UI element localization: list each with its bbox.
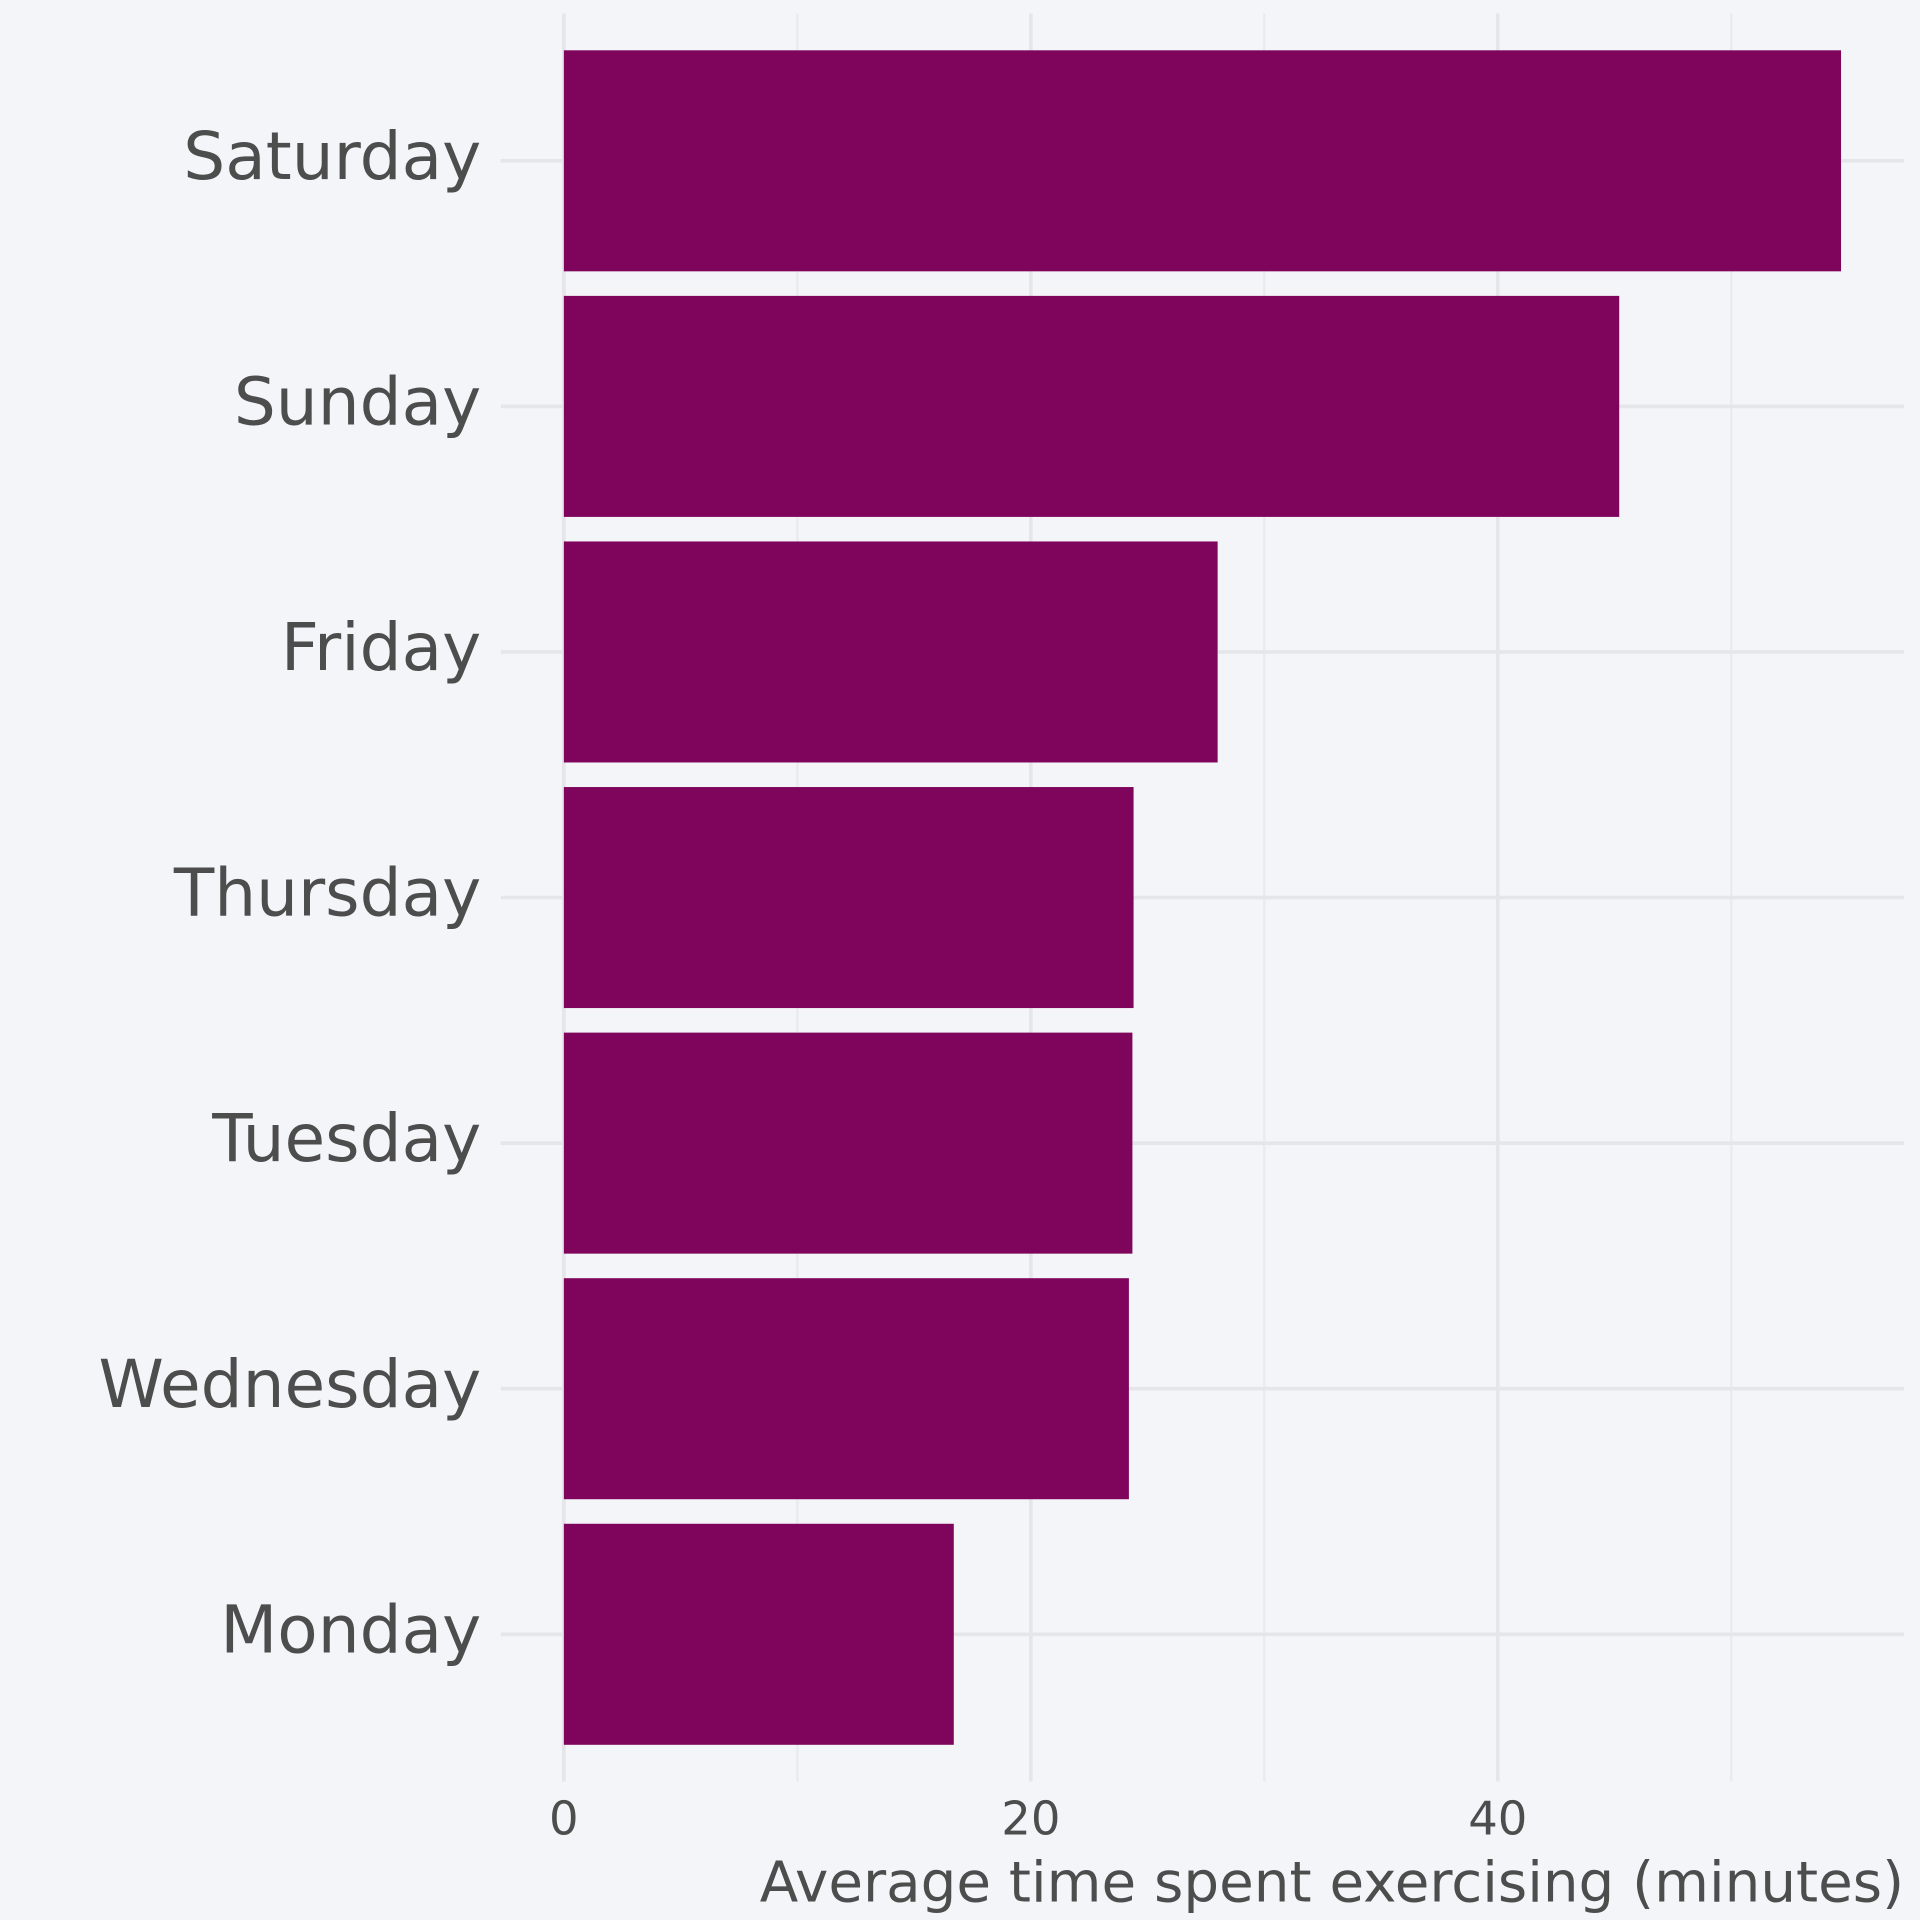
y-tick-label: Wednesday: [98, 1346, 481, 1423]
y-tick-label: Monday: [220, 1591, 481, 1668]
bar: [563, 1278, 1129, 1500]
y-tick-label: Friday: [281, 609, 481, 686]
x-axis-title: Average time spent exercising (minutes): [760, 1850, 1904, 1915]
x-tick-label: 40: [1468, 1792, 1527, 1846]
y-tick-label: Tuesday: [211, 1100, 481, 1177]
bar: [563, 50, 1842, 272]
bar: [563, 1523, 954, 1745]
y-tick-label: Thursday: [173, 855, 481, 932]
y-tick-label: Saturday: [183, 118, 481, 195]
bar: [563, 787, 1134, 1009]
x-tick-label: 20: [1001, 1792, 1060, 1846]
y-tick-label: Sunday: [234, 363, 481, 440]
x-tick-label: 0: [549, 1792, 579, 1846]
bar: [563, 541, 1218, 763]
bar: [563, 1032, 1133, 1254]
bar: [563, 295, 1620, 517]
